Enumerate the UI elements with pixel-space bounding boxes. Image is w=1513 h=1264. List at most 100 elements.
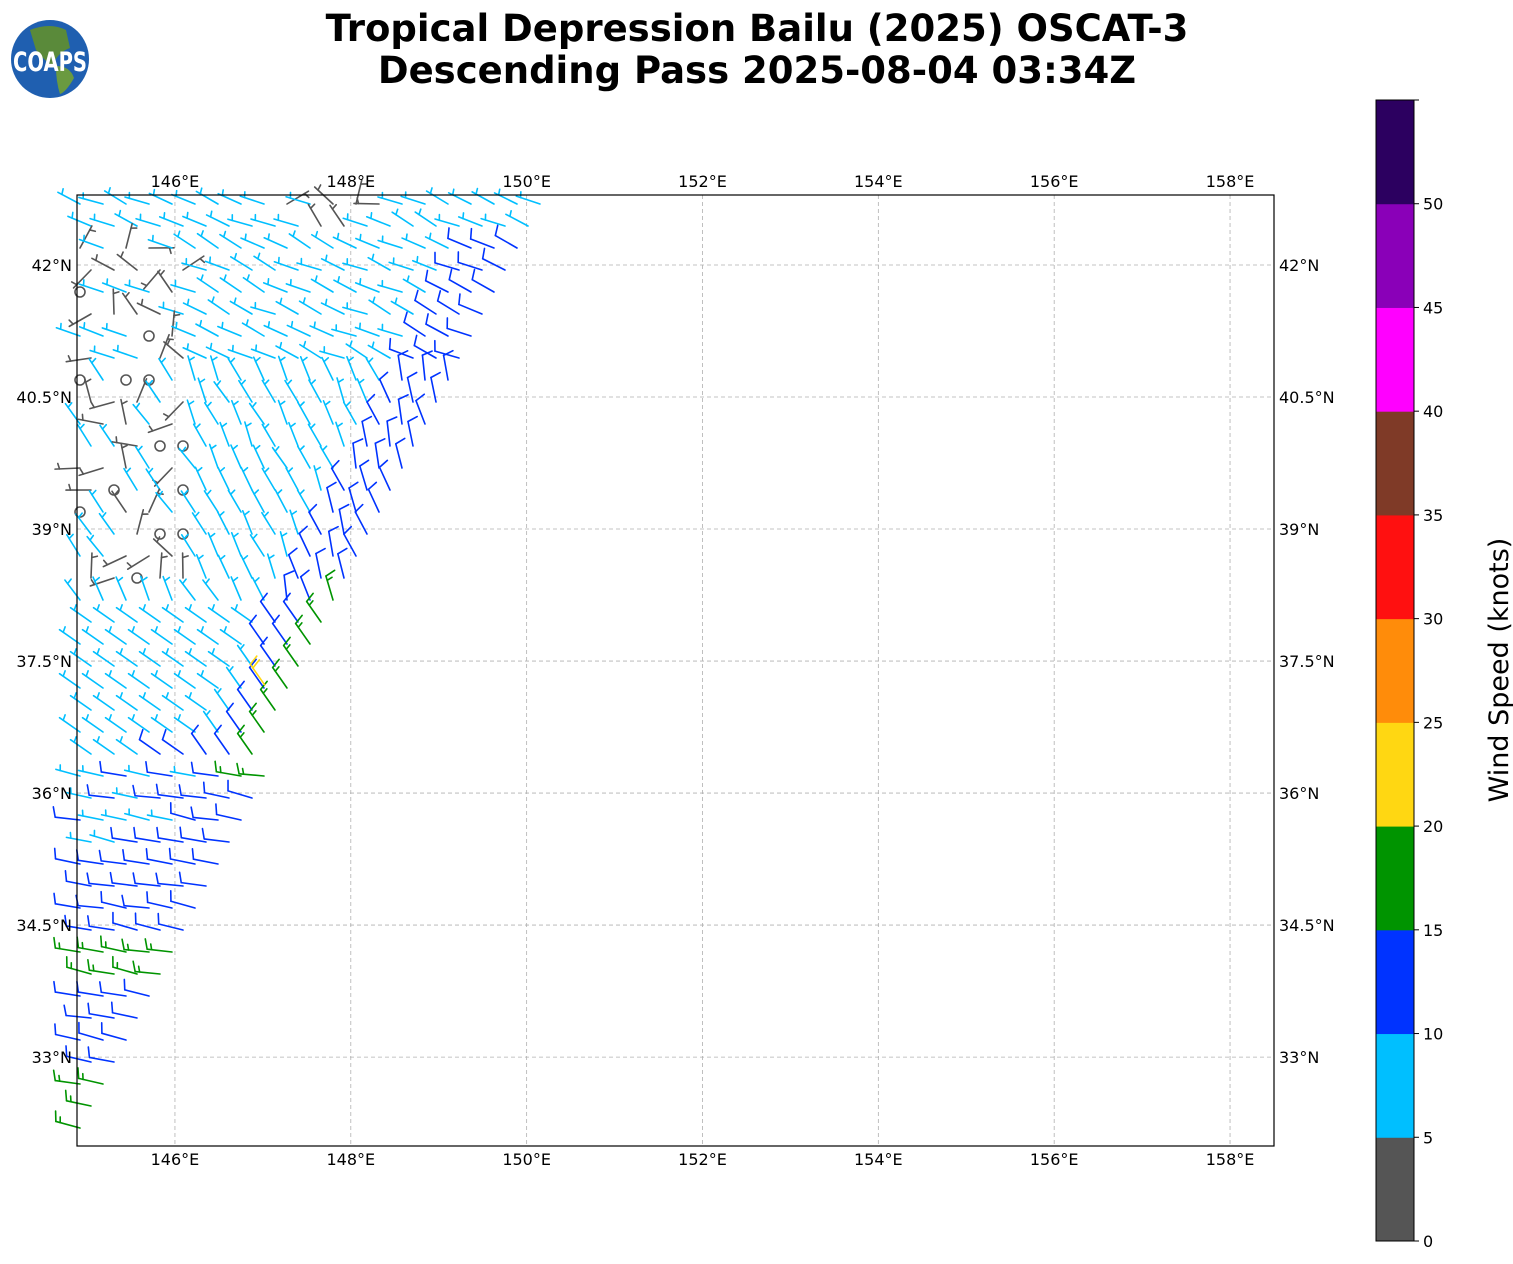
barb-shaft [134,837,161,843]
barb-half-feather [83,322,86,330]
wind-barb [112,911,138,931]
barb-half-feather [428,232,432,240]
barb-shaft [138,738,161,755]
barb-half-feather [324,400,331,406]
wind-barb [150,670,173,689]
wind-barb [53,936,81,953]
wind-barb [179,826,207,843]
barb-feather [442,349,454,357]
barb-feather [259,592,268,603]
barb-feather [481,247,486,260]
wind-barb [288,230,311,249]
barb-half-feather [331,203,338,210]
wind-barb [124,279,150,293]
wind-barb [88,357,104,381]
wind-barb [241,509,253,535]
wind-barb [227,779,253,799]
wind-barb [65,355,92,363]
wind-barb [190,761,219,777]
wind-barb [77,1067,104,1085]
barb-shaft [308,511,322,535]
wind-barb [92,648,115,667]
barb-feather [145,760,149,773]
barb-feather [87,1046,91,1059]
wind-barb [68,313,92,328]
wind-barb [161,692,184,711]
barb-half-feather [276,489,283,495]
barb-half-feather [286,379,293,386]
wind-barb [329,203,345,227]
wind-barb [331,324,357,337]
barb-half-feather [241,767,245,775]
barb-half-feather [199,187,203,195]
wind-barb [286,320,311,337]
barb-half-feather [242,466,249,473]
barb-half-feather [221,321,224,330]
barb-feather [282,592,291,603]
barb-half-feather [131,670,135,678]
barb-feather [190,761,195,774]
wind-barb [227,489,242,513]
wind-barb [181,257,207,271]
wind-barb [434,339,460,359]
barb-half-feather [337,378,344,384]
barb-half-feather [108,670,112,678]
wind-barb [457,251,483,271]
barb-feather [352,438,364,444]
barb-half-feather [209,532,216,538]
barb-feather [77,1067,80,1080]
wind-barb [112,955,138,975]
barb-half-feather [68,533,74,540]
wind-barb [378,459,391,491]
wind-barb [182,343,207,359]
wind-barb [99,935,127,953]
barb-half-feather [205,710,211,717]
wind-barb [78,279,104,293]
barb-half-feather [183,489,189,496]
wind-barb [219,421,230,447]
wind-barb [356,378,368,403]
wind-barb [100,1022,127,1041]
barb-shaft [77,991,104,997]
barb-shaft [215,813,242,821]
barb-shaft [100,771,127,777]
calm-circle [120,374,132,386]
wind-barb [53,847,81,865]
wind-barb [469,227,495,249]
barb-half-feather [106,278,109,286]
wind-barb [146,891,173,909]
barb-half-feather [211,296,215,304]
barb-feather [190,806,194,819]
barb-feather [330,459,340,470]
wind-barb [122,848,150,865]
barb-feather [403,311,408,324]
barb-shaft [77,859,104,865]
wind-barb [348,481,359,513]
wind-barb [115,576,127,601]
barb-half-feather [165,648,169,656]
barb-feather [87,915,91,928]
wind-barb [275,341,299,359]
barb-half-feather [200,230,204,238]
barb-feather [53,936,57,949]
barb-half-feather [163,212,166,220]
barb-half-feather [158,490,164,498]
barb-shaft [100,991,127,997]
barb-shaft [348,487,357,513]
barb-shaft [299,575,311,601]
barb-feather [397,350,409,357]
barb-half-feather [336,422,343,428]
barb-feather [326,481,337,489]
barb-half-feather [200,670,204,678]
wind-barb [154,440,166,452]
barb-half-feather [147,467,154,474]
wind-barb [296,489,311,513]
barb-half-feather [228,666,234,673]
wind-barb [352,438,364,469]
barb-feather [86,872,90,885]
wind-barb [79,225,97,249]
wind-barb [327,525,339,557]
wind-barb [146,809,173,821]
wind-barb [69,604,92,623]
barb-shaft [259,600,276,623]
